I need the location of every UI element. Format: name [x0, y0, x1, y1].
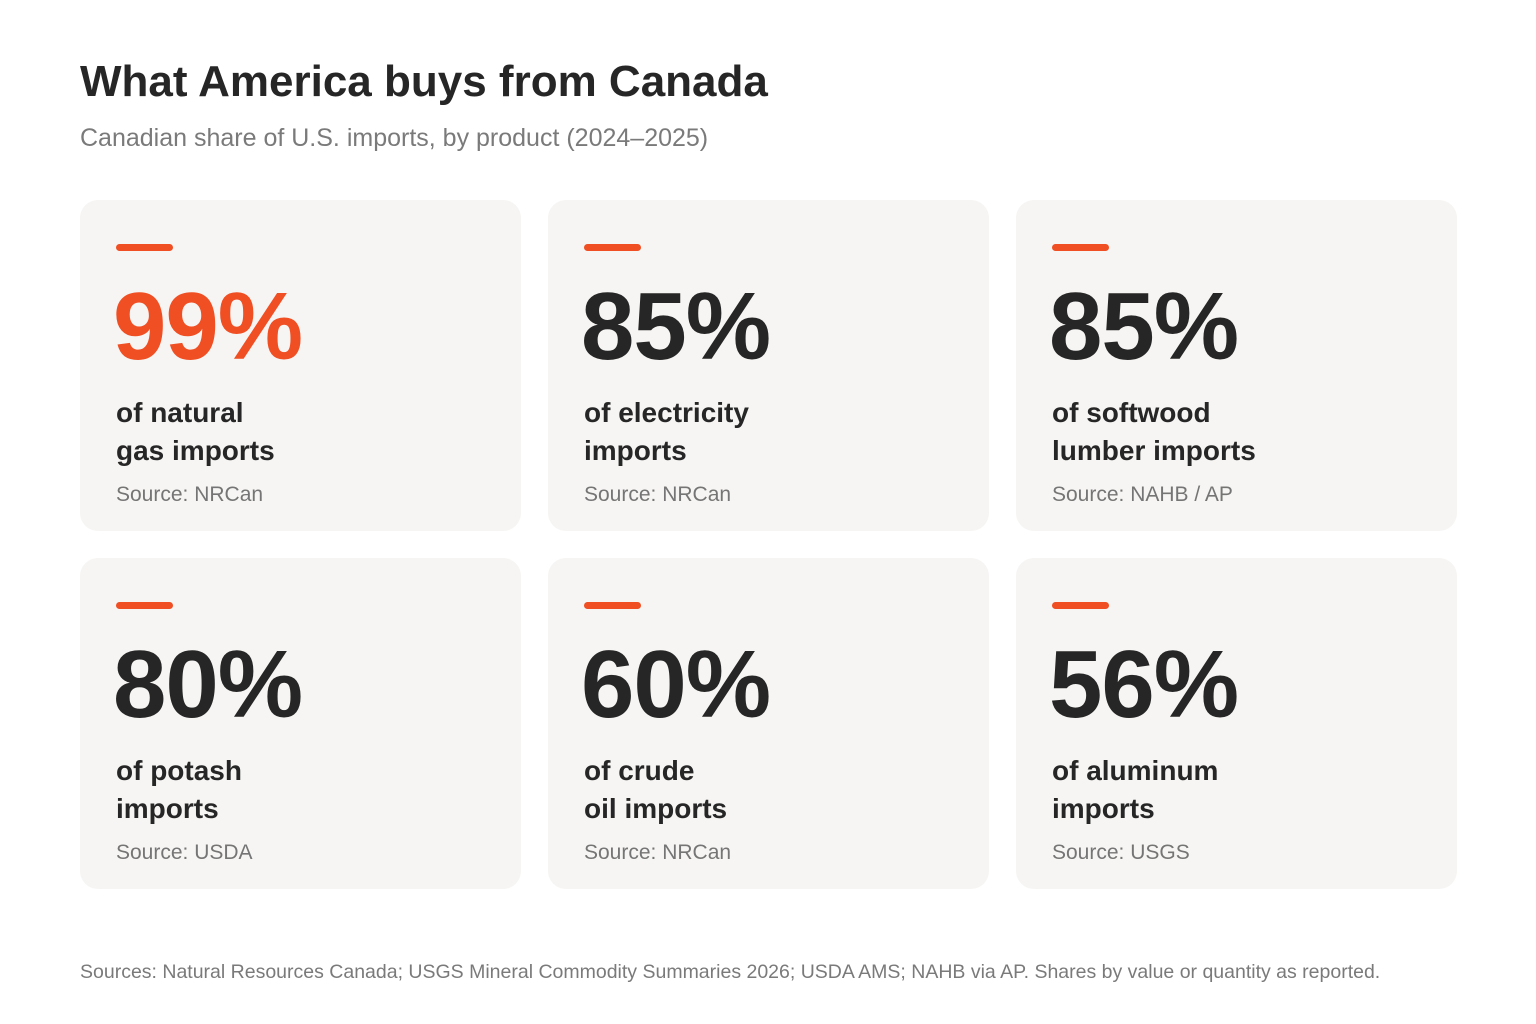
stat-label-line: of potash: [116, 755, 242, 786]
accent-bar: [116, 244, 173, 251]
stat-card-softwood-lumber: 85% of softwood lumber imports Source: N…: [1016, 200, 1457, 531]
stat-label: of aluminum imports: [1052, 752, 1432, 828]
stat-label-line: gas imports: [116, 435, 275, 466]
stat-value: 85%: [581, 273, 771, 380]
stat-value: 85%: [1049, 273, 1239, 380]
stat-source: Source: NRCan: [584, 841, 732, 864]
stat-source: Source: USGS: [1052, 841, 1190, 864]
stat-label: of crude oil imports: [584, 752, 964, 828]
stat-source: Source: NRCan: [116, 483, 264, 506]
stat-source: Source: NRCan: [584, 483, 732, 506]
sources-footnote: Sources: Natural Resources Canada; USGS …: [80, 961, 1381, 983]
stat-label-line: imports: [116, 793, 219, 824]
chart-subtitle: Canadian share of U.S. imports, by produ…: [80, 124, 709, 152]
stat-source: Source: NAHB / AP: [1052, 483, 1233, 506]
stat-card-crude-oil: 60% of crude oil imports Source: NRCan: [548, 558, 989, 889]
accent-bar: [584, 602, 641, 609]
stat-label-line: imports: [584, 435, 687, 466]
stat-value: 80%: [113, 631, 303, 738]
stat-value: 60%: [581, 631, 771, 738]
accent-bar: [584, 244, 641, 251]
stat-label-line: of electricity: [584, 397, 749, 428]
stat-label: of natural gas imports: [116, 394, 496, 470]
accent-bar: [1052, 602, 1109, 609]
chart-title: What America buys from Canada: [80, 57, 768, 106]
stat-card-natural-gas: 99% of natural gas imports Source: NRCan: [80, 200, 521, 531]
stat-label-line: of natural: [116, 397, 244, 428]
stat-label: of potash imports: [116, 752, 496, 828]
stat-value: 99%: [113, 273, 303, 380]
stat-label: of softwood lumber imports: [1052, 394, 1432, 470]
stat-label: of electricity imports: [584, 394, 964, 470]
stat-card-aluminum: 56% of aluminum imports Source: USGS: [1016, 558, 1457, 889]
stat-card-electricity: 85% of electricity imports Source: NRCan: [548, 200, 989, 531]
stat-source: Source: USDA: [116, 841, 253, 864]
accent-bar: [1052, 244, 1109, 251]
stat-label-line: of softwood: [1052, 397, 1211, 428]
stat-value: 56%: [1049, 631, 1239, 738]
accent-bar: [116, 602, 173, 609]
stat-card-potash: 80% of potash imports Source: USDA: [80, 558, 521, 889]
stat-label-line: of aluminum: [1052, 755, 1219, 786]
stat-label-line: imports: [1052, 793, 1155, 824]
stat-card-grid: 99% of natural gas imports Source: NRCan…: [80, 200, 1457, 889]
stat-label-line: lumber imports: [1052, 435, 1256, 466]
stat-label-line: oil imports: [584, 793, 728, 824]
stat-label-line: of crude: [584, 755, 695, 786]
